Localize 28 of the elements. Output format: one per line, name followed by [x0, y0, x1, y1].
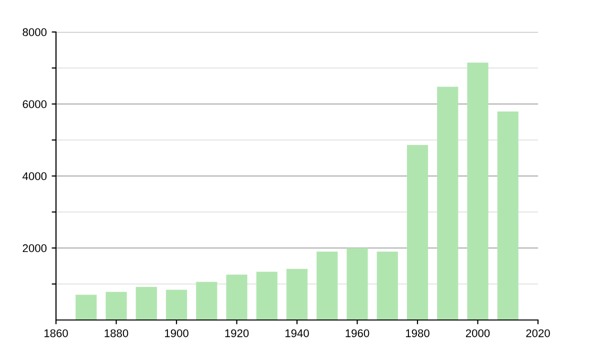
x-tick-label: 1920: [225, 329, 249, 338]
bar: [467, 62, 488, 320]
y-tick-label: 2000: [22, 244, 47, 252]
x-tick-label: 1880: [104, 329, 128, 338]
bar: [497, 112, 518, 320]
bar: [106, 292, 127, 320]
bar: [286, 268, 308, 320]
x-tick-label: 2020: [526, 329, 550, 338]
bar: [196, 282, 218, 320]
x-tick-label: 1980: [406, 329, 430, 338]
bar: [406, 145, 428, 320]
bar: [136, 286, 157, 320]
x-tick-label: 2000: [466, 329, 490, 338]
x-tick-label: 1960: [346, 329, 370, 338]
x-tick-label: 1940: [285, 329, 309, 338]
bar: [437, 86, 458, 320]
bar: [226, 274, 248, 320]
bar: [166, 290, 188, 320]
x-tick-label: 1860: [44, 329, 68, 338]
bar: [256, 272, 278, 320]
bar: [376, 252, 398, 320]
bar: [346, 248, 368, 320]
y-tick-label: 6000: [22, 100, 47, 108]
bar: [316, 252, 338, 320]
y-tick-label: 8000: [22, 28, 47, 36]
y-tick-label: 4000: [22, 172, 47, 180]
x-tick-label: 1900: [164, 329, 188, 338]
bar: [76, 294, 97, 320]
